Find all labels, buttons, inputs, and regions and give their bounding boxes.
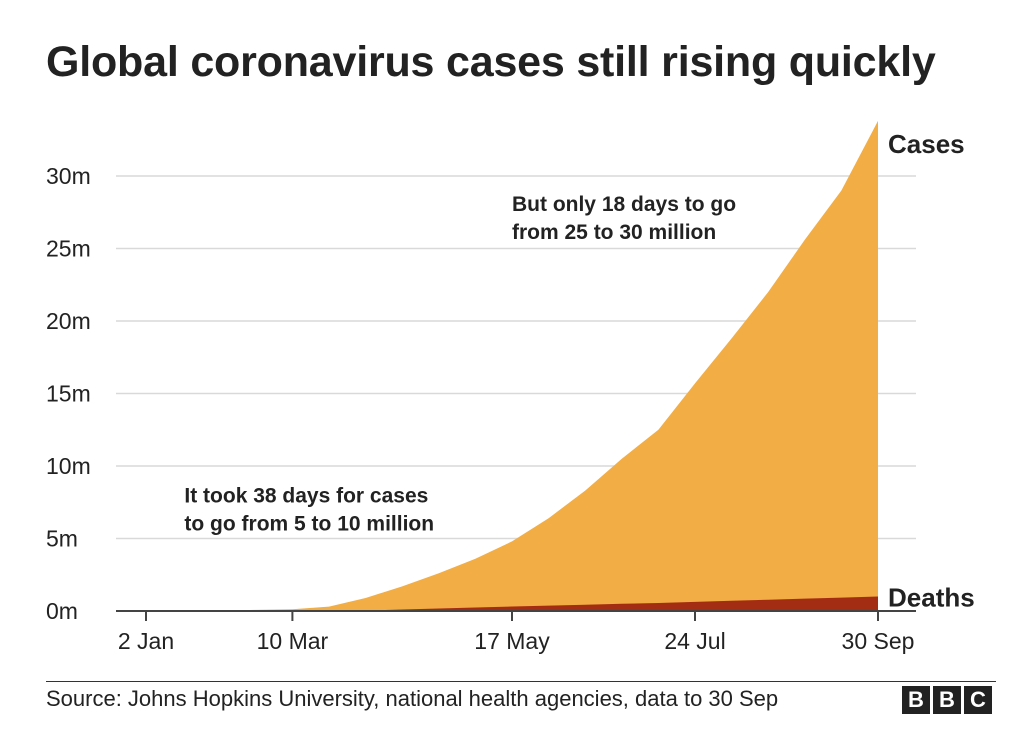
- y-tick-label-10m: 10m: [46, 453, 91, 479]
- x-tick-label-2-Jan: 2 Jan: [118, 628, 174, 654]
- y-tick-label-30m: 30m: [46, 163, 91, 189]
- annotation-2-line-2: from 25 to 30 million: [512, 221, 716, 244]
- series-label-cases: Cases: [888, 129, 965, 159]
- series-labels: Cases Deaths: [888, 129, 975, 613]
- y-axis-ticks: 0m 5m 10m 15m 20m 25m 30m: [46, 163, 91, 624]
- gridlines: [116, 175, 916, 540]
- x-tick-label-17-May: 17 May: [474, 628, 550, 654]
- annotations: It took 38 days for cases to go from 5 to…: [184, 193, 736, 535]
- x-tick-label-30-Sep: 30 Sep: [842, 628, 915, 654]
- annotation-1-line-2: to go from 5 to 10 million: [184, 512, 434, 535]
- bbc-logo-letter-1: B: [902, 686, 930, 714]
- footer-divider: [46, 681, 996, 682]
- annotation-2-line-1: But only 18 days to go: [512, 193, 736, 216]
- chart-title: Global coronavirus cases still rising qu…: [46, 38, 936, 86]
- y-tick-label-15m: 15m: [46, 381, 91, 407]
- series-label-deaths: Deaths: [888, 583, 975, 613]
- bbc-logo: B B C: [902, 686, 992, 714]
- y-tick-label-0m: 0m: [46, 598, 78, 624]
- bbc-logo-letter-2: B: [933, 686, 961, 714]
- bbc-logo-letter-3: C: [964, 686, 992, 714]
- x-tick-label-24-Jul: 24 Jul: [664, 628, 725, 654]
- x-tick-label-10-Mar: 10 Mar: [257, 628, 329, 654]
- x-axis-ticks: 2 Jan 10 Mar 17 May 24 Jul 30 Sep: [118, 611, 915, 654]
- area-deaths: [146, 596, 878, 611]
- area-series: [146, 120, 878, 612]
- chart-canvas: 0m 5m 10m 15m 20m 25m 30m 2 Jan 10 Mar 17 May 24 …: [46, 120, 975, 654]
- area-cases: [146, 120, 878, 612]
- y-tick-label-5m: 5m: [46, 526, 78, 552]
- annotation-1-line-1: It took 38 days for cases: [184, 484, 428, 507]
- y-tick-label-25m: 25m: [46, 236, 91, 262]
- y-tick-label-20m: 20m: [46, 308, 91, 334]
- source-note: Source: Johns Hopkins University, nation…: [46, 686, 779, 711]
